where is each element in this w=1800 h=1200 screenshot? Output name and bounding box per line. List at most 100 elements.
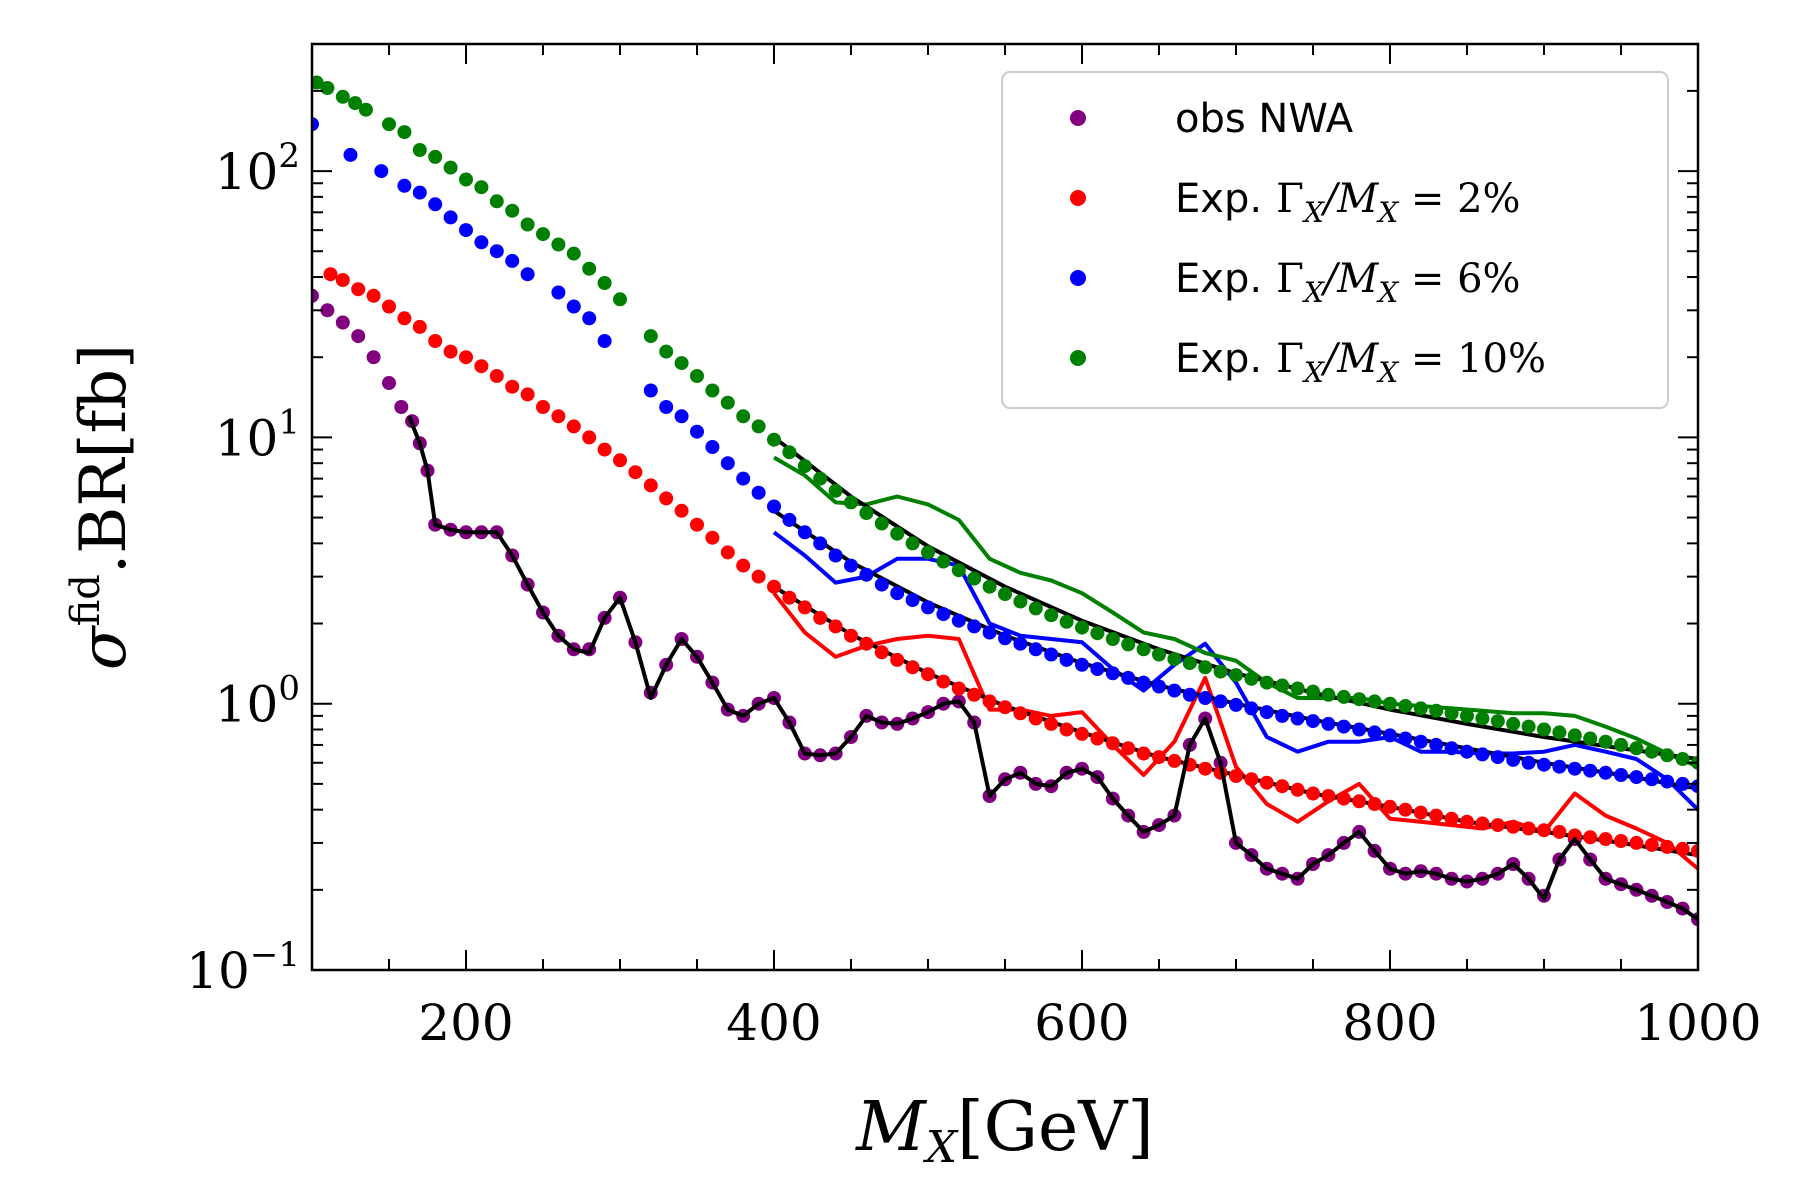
data-point-series2-65 bbox=[1398, 731, 1413, 746]
data-point-series3-28 bbox=[751, 419, 766, 434]
data-point-series2-36 bbox=[951, 613, 966, 628]
data-point-series3-64 bbox=[1306, 684, 1320, 699]
data-point-series2-30 bbox=[859, 567, 874, 582]
data-point-series2-76 bbox=[1567, 761, 1582, 776]
data-point-series1-59 bbox=[1229, 769, 1243, 783]
data-point-series2-43 bbox=[1059, 652, 1074, 667]
y-axis-title: σfid.BR[fb] bbox=[63, 344, 141, 670]
data-point-series3-37 bbox=[890, 526, 905, 541]
data-point-series1-11 bbox=[489, 369, 504, 383]
data-point-series1-50 bbox=[1090, 731, 1105, 746]
data-point-series1-25 bbox=[705, 530, 720, 545]
data-point-series2-37 bbox=[967, 619, 982, 634]
data-point-series1-81 bbox=[1567, 828, 1582, 843]
data-point-series1-54 bbox=[1152, 750, 1166, 765]
x-tick-label: 400 bbox=[726, 994, 821, 1052]
data-point-series2-28 bbox=[828, 548, 843, 563]
data-point-series2-5 bbox=[428, 197, 443, 212]
data-point-series1-49 bbox=[1075, 726, 1089, 741]
data-point-series1-12 bbox=[505, 379, 520, 394]
data-point-series2-46 bbox=[1105, 666, 1120, 681]
data-point-series0-6 bbox=[394, 400, 409, 414]
data-point-series3-29 bbox=[767, 432, 781, 447]
data-point-series2-66 bbox=[1413, 734, 1428, 749]
data-point-series1-4 bbox=[382, 299, 396, 314]
data-point-series1-43 bbox=[982, 694, 997, 709]
data-point-series3-14 bbox=[520, 217, 535, 232]
data-point-series1-63 bbox=[1290, 782, 1305, 797]
data-point-series2-15 bbox=[597, 334, 612, 348]
data-point-series1-21 bbox=[643, 478, 658, 493]
data-point-series2-13 bbox=[566, 299, 581, 314]
data-point-series1-10 bbox=[474, 359, 489, 374]
data-point-series3-33 bbox=[828, 483, 843, 498]
data-point-series2-51 bbox=[1182, 687, 1197, 702]
y-tick-label: 102 bbox=[215, 136, 300, 201]
data-point-series1-38 bbox=[905, 660, 920, 675]
data-point-series1-57 bbox=[1198, 761, 1213, 776]
data-point-series1-32 bbox=[813, 610, 828, 625]
data-point-series2-0 bbox=[312, 117, 319, 132]
data-point-series2-4 bbox=[412, 185, 427, 200]
data-point-series1-82 bbox=[1583, 830, 1598, 845]
data-point-series3-63 bbox=[1290, 681, 1305, 696]
data-point-series1-61 bbox=[1259, 775, 1274, 790]
data-point-series2-54 bbox=[1229, 697, 1243, 712]
data-point-series2-45 bbox=[1090, 662, 1105, 676]
data-point-series1-5 bbox=[397, 311, 412, 326]
data-point-series2-25 bbox=[782, 512, 797, 527]
data-point-series2-59 bbox=[1306, 714, 1320, 729]
data-point-series2-22 bbox=[736, 471, 751, 486]
legend-label-1: Exp. ΓX/MX = 2% bbox=[1175, 176, 1521, 229]
axis-ticks bbox=[311, 43, 1699, 971]
data-point-series1-67 bbox=[1352, 794, 1367, 809]
data-point-series2-17 bbox=[659, 400, 674, 414]
data-point-series3-82 bbox=[1583, 731, 1598, 746]
data-point-series3-18 bbox=[582, 261, 597, 276]
data-point-series1-33 bbox=[828, 619, 843, 634]
data-point-series3-39 bbox=[921, 545, 935, 560]
data-point-series1-40 bbox=[936, 674, 951, 689]
data-point-series3-16 bbox=[551, 237, 566, 252]
data-point-series1-66 bbox=[1336, 791, 1351, 806]
x-axis-title: MX[GeV] bbox=[854, 1088, 1154, 1173]
data-point-series1-37 bbox=[890, 652, 905, 667]
data-point-series1-26 bbox=[720, 545, 735, 560]
data-point-series3-49 bbox=[1075, 620, 1089, 635]
data-point-series1-88 bbox=[1675, 841, 1690, 856]
data-point-series2-8 bbox=[474, 235, 489, 250]
data-point-series1-65 bbox=[1321, 789, 1336, 803]
data-point-series1-36 bbox=[874, 645, 889, 660]
plot-area bbox=[312, 75, 1698, 927]
data-point-series3-22 bbox=[659, 344, 674, 359]
data-point-series1-75 bbox=[1475, 816, 1490, 831]
data-point-series1-84 bbox=[1614, 834, 1628, 848]
data-point-series1-42 bbox=[967, 687, 982, 702]
y-tick-label: 101 bbox=[215, 402, 300, 467]
legend-label-3: Exp. ΓX/MX = 10% bbox=[1175, 336, 1546, 389]
data-point-series3-3 bbox=[348, 96, 363, 111]
data-point-series1-20 bbox=[628, 465, 643, 480]
data-point-series1-89 bbox=[1691, 843, 1698, 858]
data-point-series2-75 bbox=[1552, 759, 1567, 774]
data-point-series0-3 bbox=[351, 329, 366, 344]
data-point-series3-56 bbox=[1182, 656, 1197, 671]
data-point-series0-4 bbox=[366, 350, 381, 365]
data-point-series3-69 bbox=[1383, 696, 1397, 711]
data-point-series2-18 bbox=[674, 409, 689, 424]
data-point-series2-24 bbox=[767, 499, 781, 514]
data-point-series2-58 bbox=[1290, 711, 1305, 726]
data-point-series3-52 bbox=[1121, 637, 1136, 652]
data-point-series1-30 bbox=[782, 590, 797, 605]
data-point-series3-38 bbox=[905, 536, 920, 551]
data-point-series0-2 bbox=[335, 315, 350, 330]
data-point-series3-34 bbox=[844, 495, 858, 510]
data-point-series1-3 bbox=[366, 288, 381, 303]
data-point-series2-26 bbox=[797, 525, 812, 540]
data-point-series3-78 bbox=[1521, 719, 1536, 734]
data-point-series1-76 bbox=[1490, 818, 1505, 833]
data-point-series1-31 bbox=[797, 600, 812, 615]
data-point-series0-5 bbox=[382, 376, 396, 390]
x-tick-label: 200 bbox=[418, 994, 513, 1052]
